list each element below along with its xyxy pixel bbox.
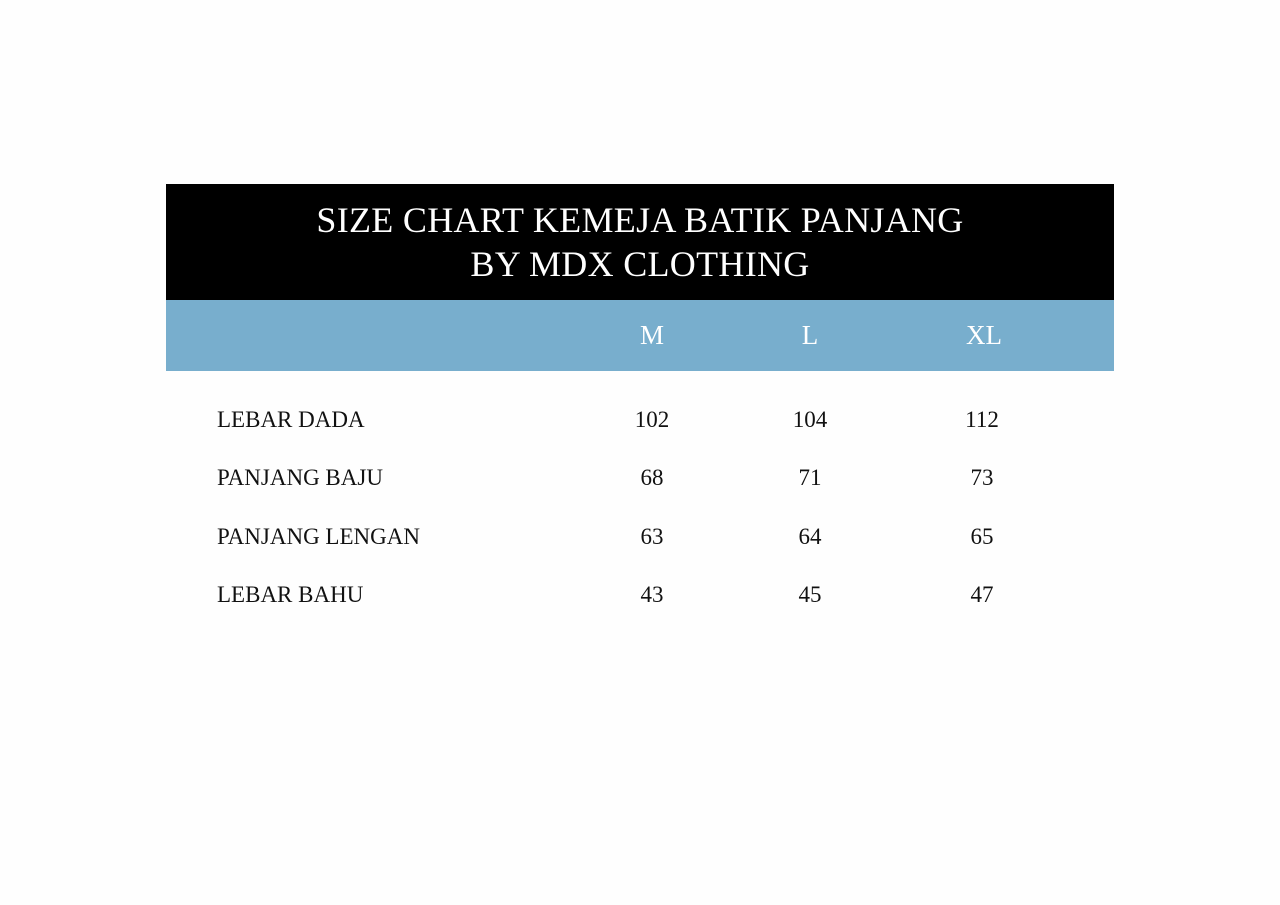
row-label: PANJANG LENGAN — [217, 524, 420, 549]
row-label: PANJANG BAJU — [217, 465, 383, 490]
value-xl: 47 — [970, 582, 994, 607]
size-header-m: M — [639, 320, 665, 350]
table-row: PANJANG BAJU 68 71 73 — [0, 463, 1280, 493]
value-l: 104 — [792, 407, 828, 432]
value-l: 71 — [798, 465, 822, 490]
value-l: 64 — [798, 524, 822, 549]
title-band: SIZE CHART KEMEJA BATIK PANJANG BY MDX C… — [166, 184, 1114, 300]
value-m: 68 — [640, 465, 664, 490]
size-header-band: M L XL — [166, 300, 1114, 371]
table-row: LEBAR BAHU 43 45 47 — [0, 580, 1280, 610]
table-row: PANJANG LENGAN 63 64 65 — [0, 522, 1280, 552]
title-line-2: BY MDX CLOTHING — [470, 244, 810, 284]
size-header-l: L — [801, 320, 819, 350]
value-xl: 112 — [965, 407, 999, 432]
table-row: LEBAR DADA 102 104 112 — [0, 405, 1280, 435]
title-line-1: SIZE CHART KEMEJA BATIK PANJANG — [316, 200, 964, 240]
size-header-xl: XL — [966, 320, 1002, 350]
value-m: 63 — [640, 524, 664, 549]
row-label: LEBAR DADA — [217, 407, 365, 432]
value-l: 45 — [798, 582, 822, 607]
value-xl: 65 — [970, 524, 994, 549]
value-xl: 73 — [970, 465, 994, 490]
value-m: 43 — [640, 582, 664, 607]
row-label: LEBAR BAHU — [217, 582, 364, 607]
value-m: 102 — [634, 407, 670, 432]
